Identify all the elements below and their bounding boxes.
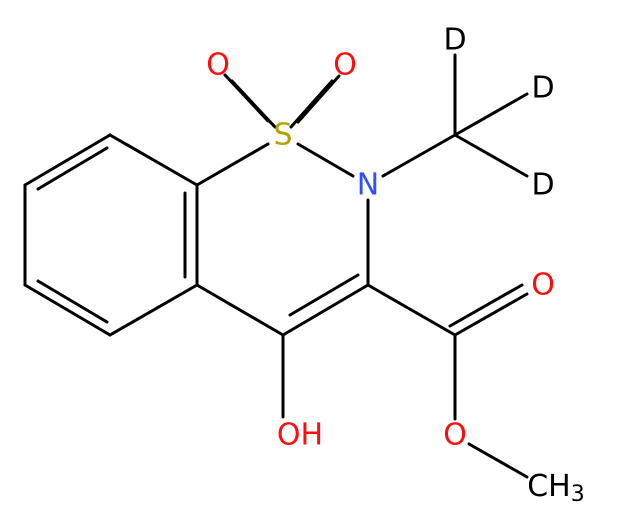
bond <box>453 92 529 137</box>
atom-label: O <box>531 268 555 303</box>
bond <box>36 146 109 191</box>
atom-label: N <box>357 168 379 203</box>
atom-label: O <box>206 48 230 83</box>
bond <box>289 79 334 129</box>
atom-subscript: 3 <box>571 482 585 507</box>
bond <box>296 74 341 124</box>
atom-label: S <box>273 118 292 153</box>
atom-label: D <box>531 71 554 106</box>
bond <box>288 273 360 317</box>
atom-text: CH <box>527 469 571 504</box>
bond <box>381 133 457 178</box>
atom-label: D <box>443 23 466 58</box>
bond <box>36 279 109 324</box>
bonds <box>23 53 529 479</box>
bond <box>296 142 355 178</box>
atom-label: O <box>443 418 467 453</box>
atom-label: O <box>333 48 357 83</box>
bond <box>23 283 112 337</box>
atom-label: D <box>531 168 554 203</box>
bond <box>281 283 370 337</box>
bond <box>195 283 285 337</box>
bond <box>108 283 199 337</box>
bond <box>366 283 457 337</box>
bond <box>453 133 529 178</box>
bond <box>108 133 199 187</box>
atom-label: OH <box>277 418 323 453</box>
atom-label: CH3 <box>527 469 585 507</box>
bond <box>195 142 270 187</box>
bond <box>448 283 524 328</box>
bond <box>223 73 270 123</box>
bond <box>23 133 112 187</box>
bond <box>453 292 529 337</box>
bond <box>467 442 529 479</box>
